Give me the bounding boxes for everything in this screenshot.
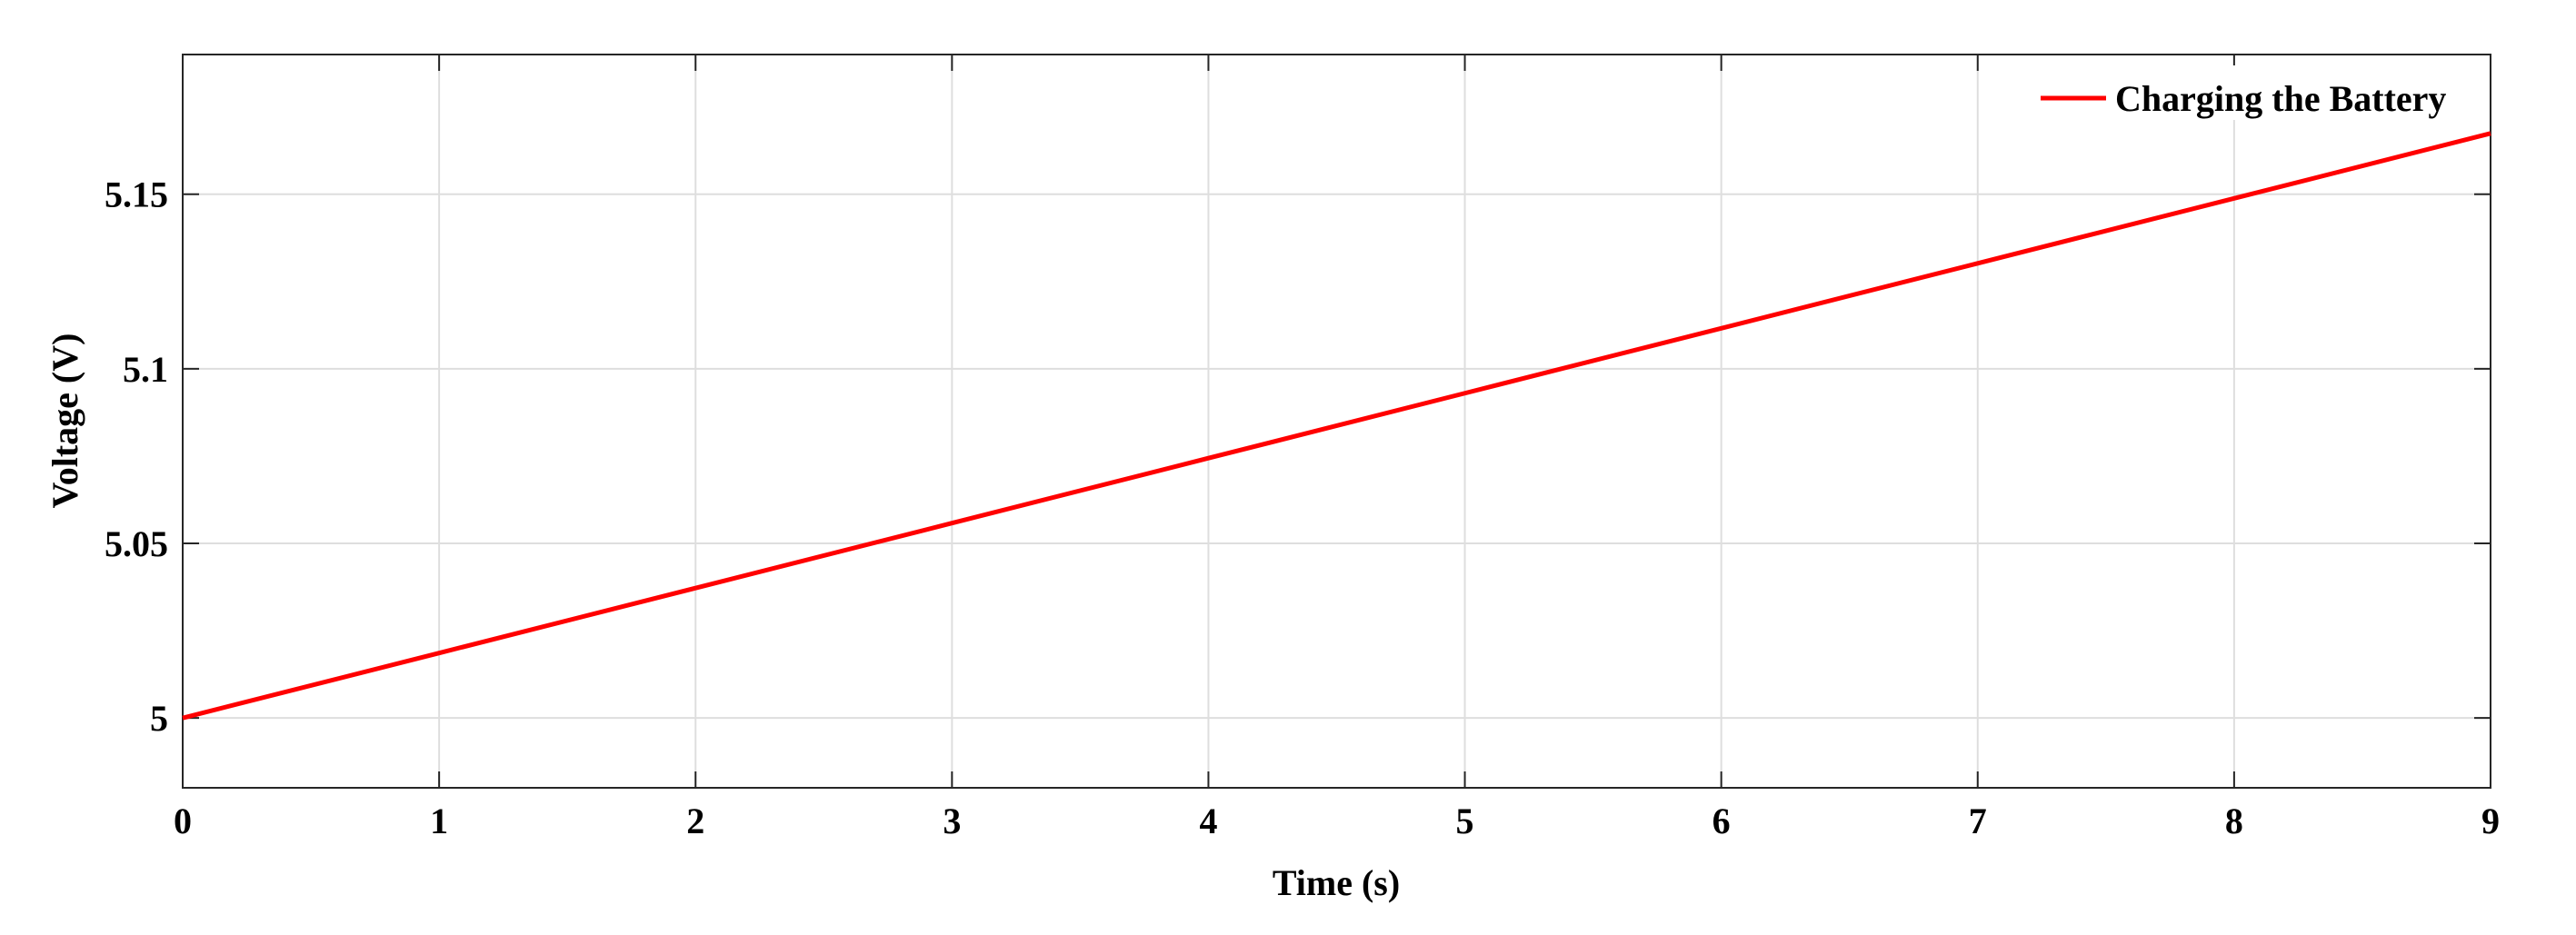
legend-background [2022,65,2483,120]
x-axis-label: Time (s) [1273,862,1400,903]
data-line [182,131,2491,721]
x-tick-label: 1 [430,801,448,841]
y-axis-label: Voltage (V) [45,333,85,509]
x-tick-label: 6 [1712,801,1731,841]
x-tick-label: 0 [174,801,192,841]
x-tick-label: 2 [686,801,704,841]
y-tick-label: 5 [150,698,168,739]
y-tick-label: 5.05 [105,523,168,564]
x-tick-label: 3 [943,801,961,841]
x-tick-label: 5 [1456,801,1474,841]
plot-area [183,55,2491,788]
y-tick-label: 5.1 [123,349,168,390]
legend-label: Charging the Battery [2115,78,2446,119]
axes-box [182,54,2491,789]
x-tick-label: 8 [2225,801,2243,841]
x-tick-label: 9 [2481,801,2500,841]
x-tick-label: 4 [1199,801,1217,841]
y-tick-label: 5.15 [105,174,168,215]
x-tick-label: 7 [1969,801,1987,841]
